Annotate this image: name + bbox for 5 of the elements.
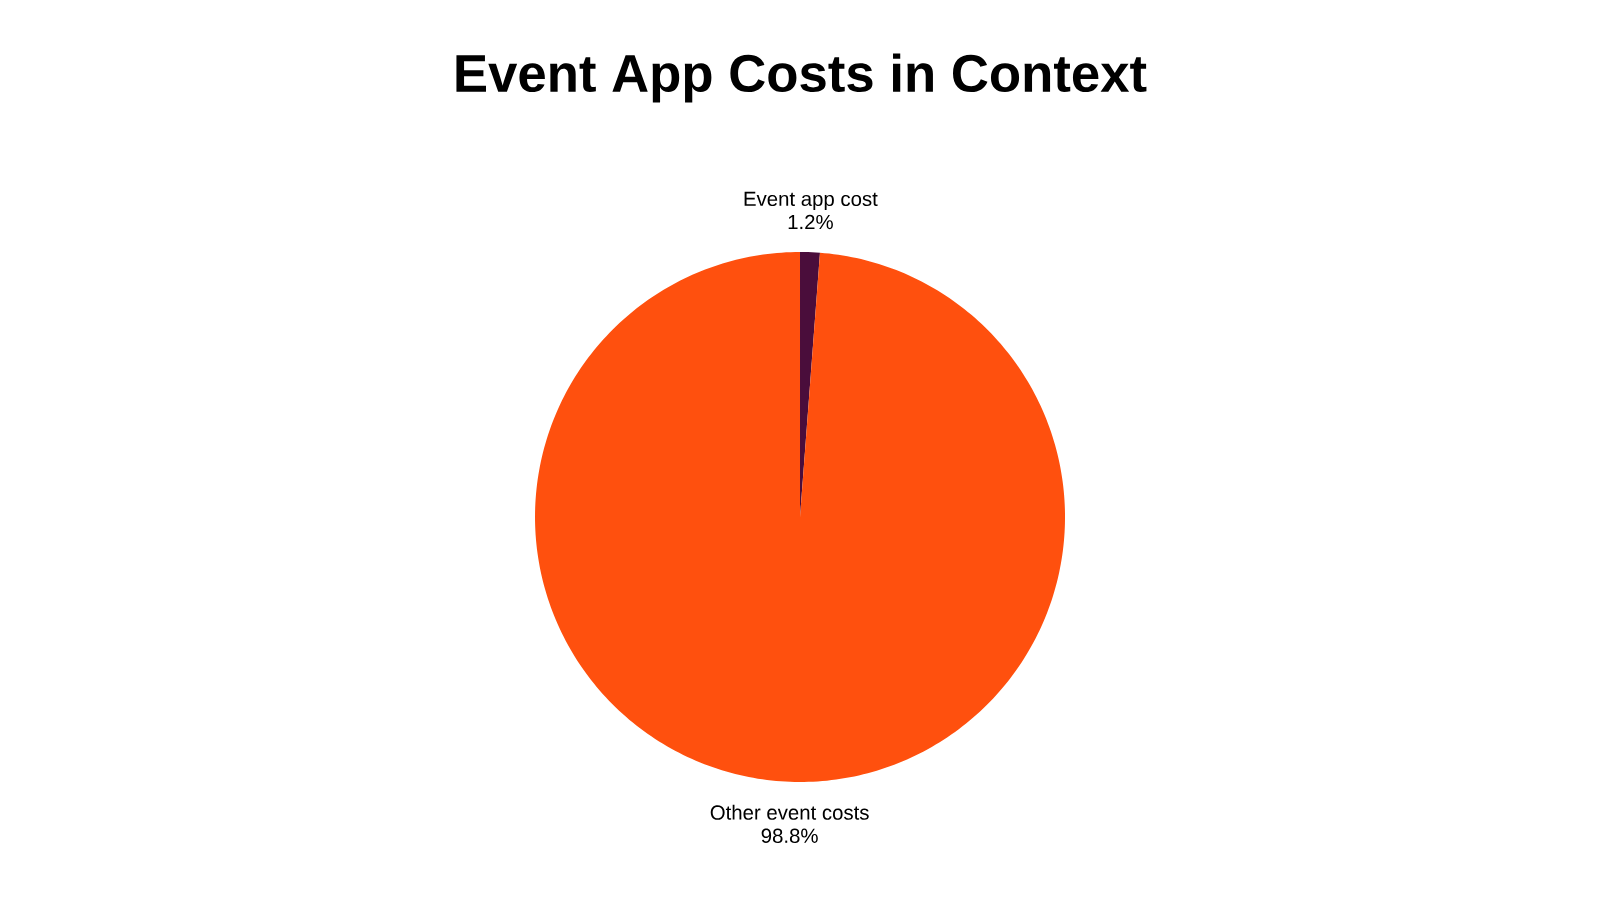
slice-label: Other event costs <box>710 804 869 820</box>
data-label: 1.2% <box>788 214 833 230</box>
data-label: 98.8% <box>761 828 818 844</box>
chart-title: Event App Costs in Context <box>456 53 1147 103</box>
slice-label: Event app cost <box>744 191 878 211</box>
